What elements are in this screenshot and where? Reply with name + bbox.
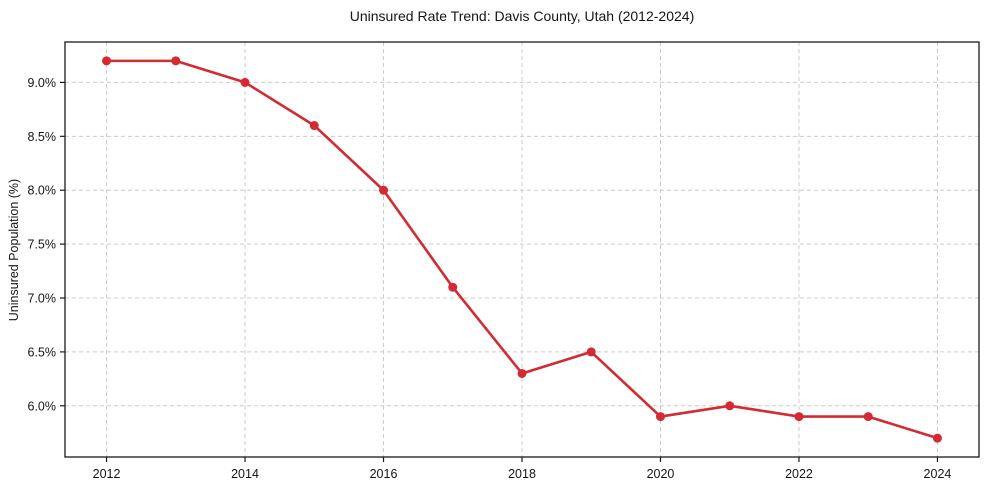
x-tick-label: 2024 — [924, 467, 952, 481]
y-tick-label: 8.5% — [28, 130, 57, 144]
x-tick-label: 2020 — [647, 467, 675, 481]
data-point — [171, 56, 181, 66]
y-tick-label: 9.0% — [28, 76, 57, 90]
data-point — [655, 412, 665, 422]
y-tick-label: 7.0% — [28, 292, 57, 306]
data-point — [725, 401, 735, 411]
data-point — [517, 368, 527, 378]
data-point — [932, 433, 942, 443]
data-point — [586, 347, 596, 357]
y-tick-label: 6.0% — [28, 399, 57, 413]
data-point — [379, 185, 389, 195]
x-tick-label: 2014 — [231, 467, 259, 481]
data-point — [309, 121, 319, 131]
data-point — [240, 77, 250, 87]
data-point — [448, 282, 458, 292]
data-point — [102, 56, 112, 66]
data-point — [794, 412, 804, 422]
x-tick-label: 2022 — [785, 467, 813, 481]
y-tick-label: 8.0% — [28, 184, 57, 198]
x-tick-label: 2016 — [370, 467, 398, 481]
y-tick-label: 7.5% — [28, 238, 57, 252]
data-point — [863, 412, 873, 422]
x-tick-label: 2018 — [508, 467, 536, 481]
y-tick-label: 6.5% — [28, 345, 57, 359]
x-tick-label: 2012 — [93, 467, 121, 481]
chart-title: Uninsured Rate Trend: Davis County, Utah… — [349, 8, 695, 24]
